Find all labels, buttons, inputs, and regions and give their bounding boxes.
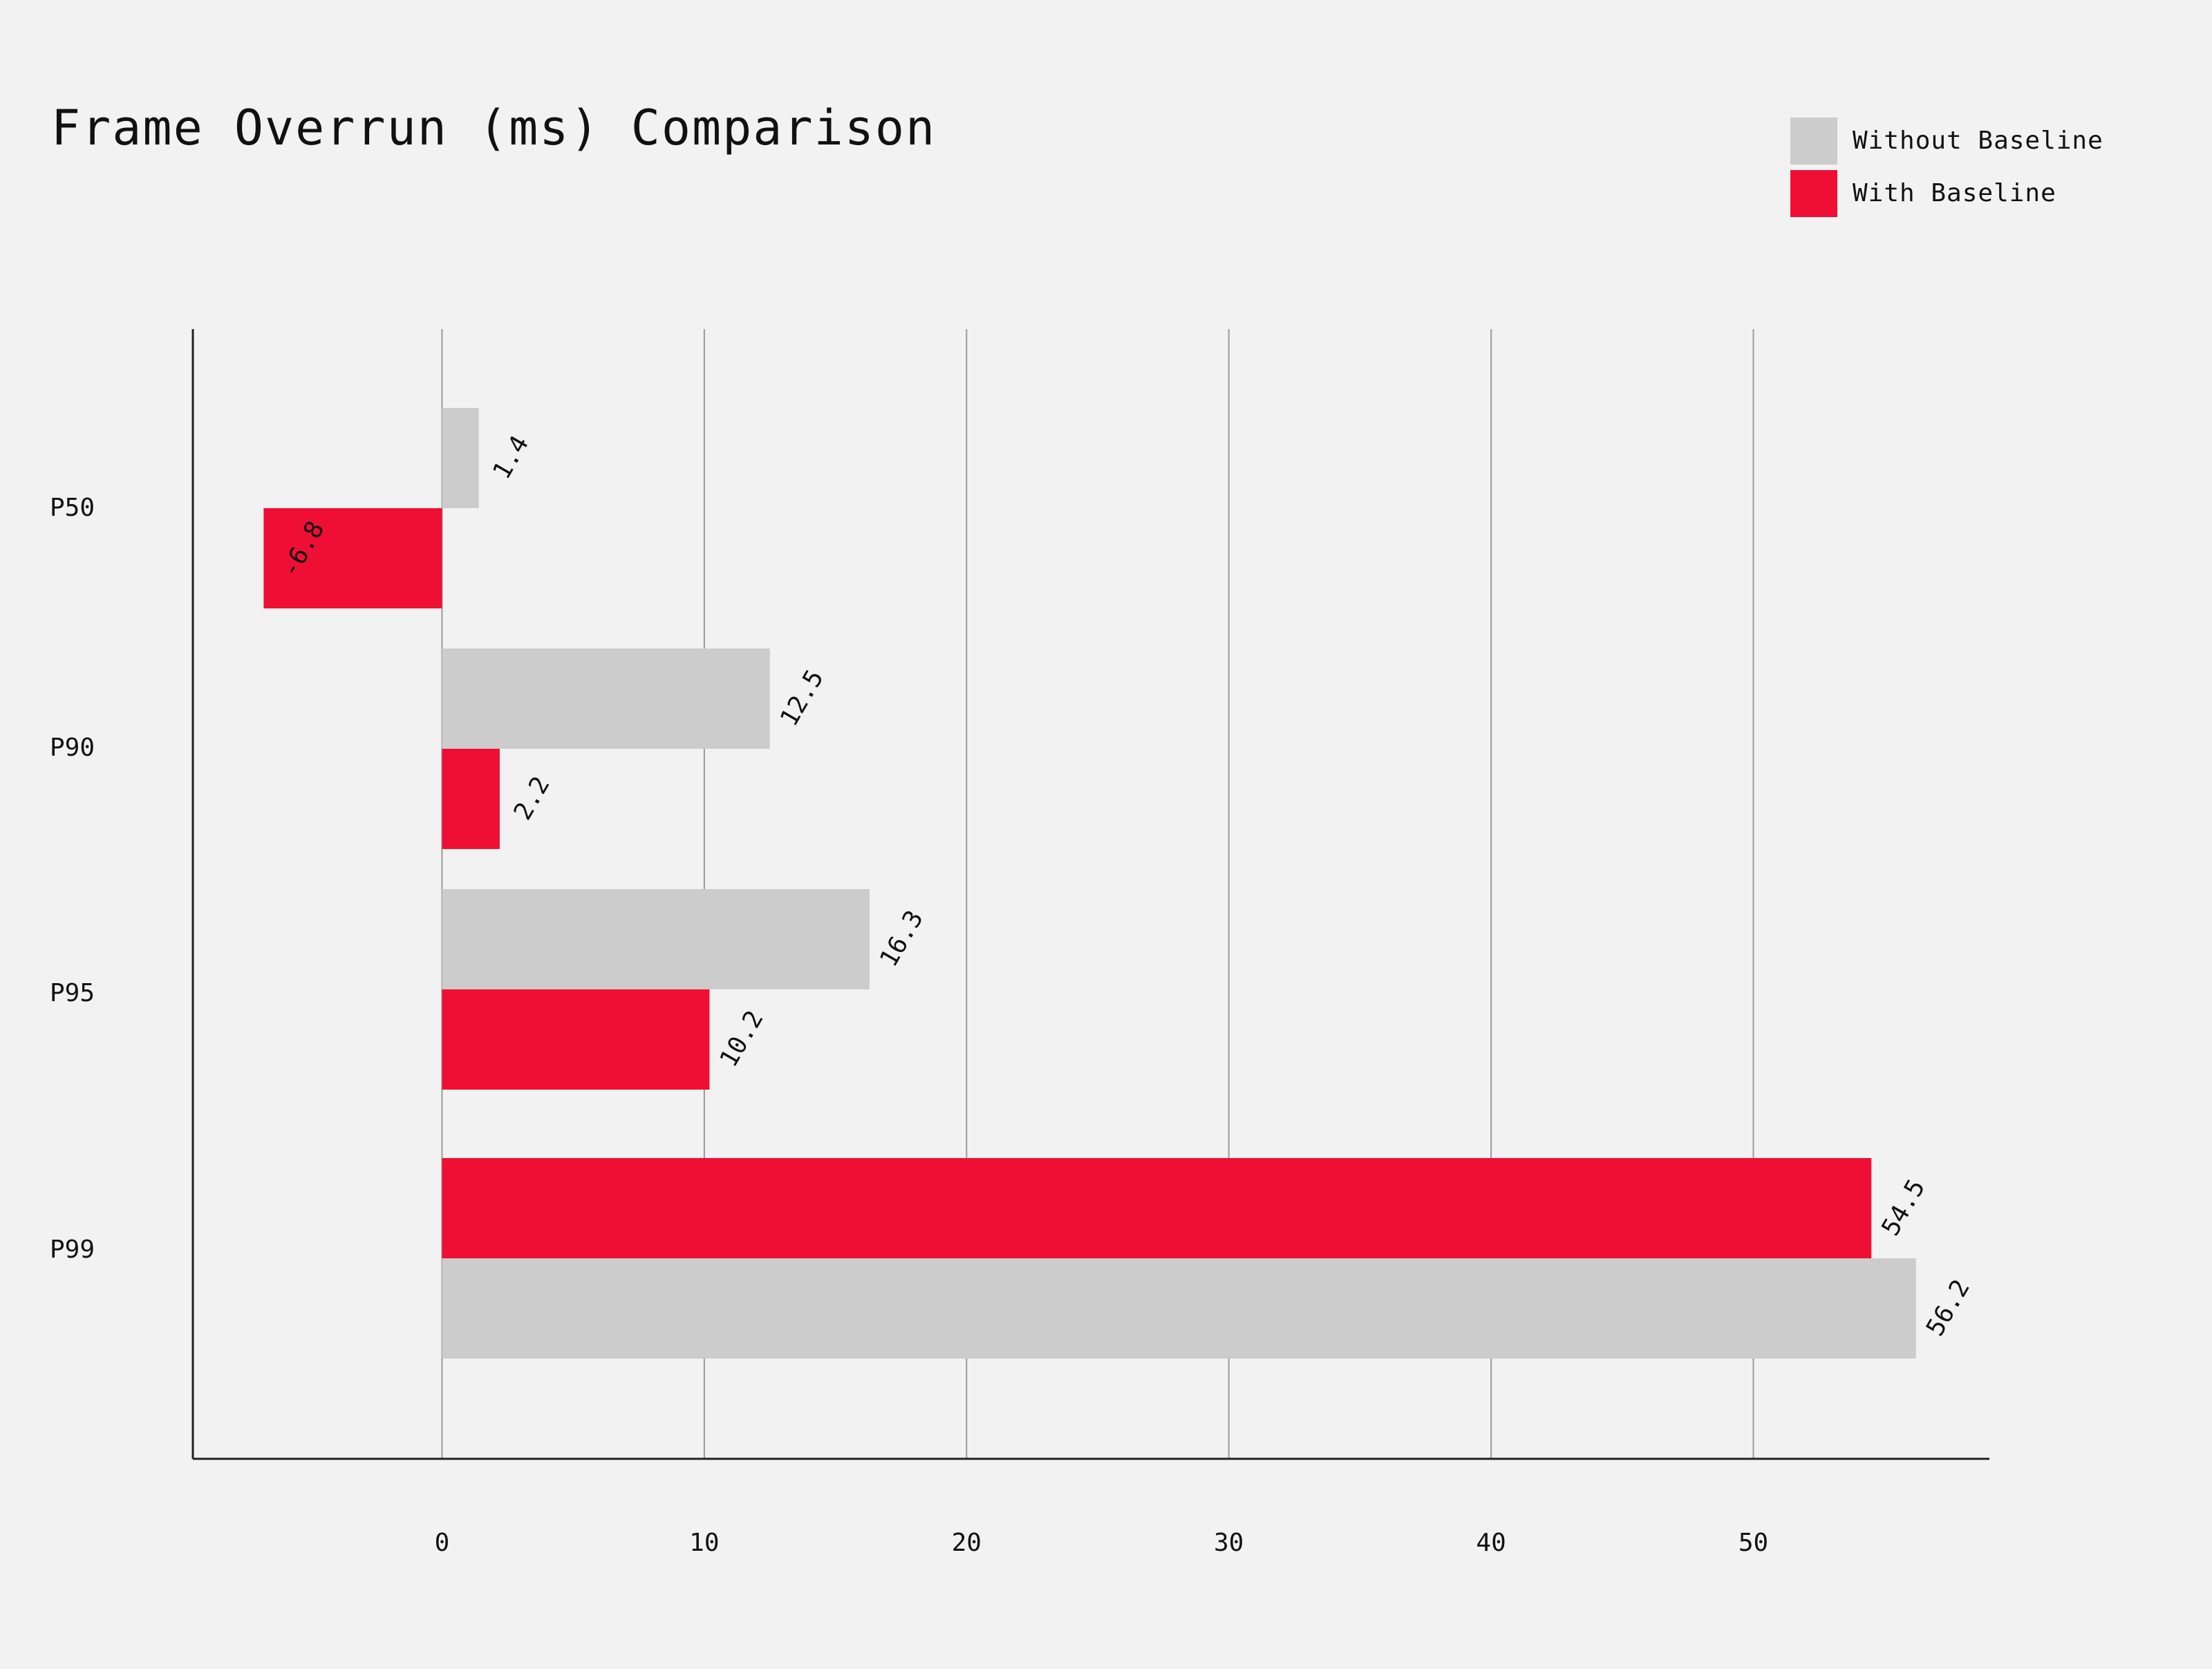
x-tick-label-10: 10 — [689, 1529, 719, 1557]
x-tick-label-20: 20 — [952, 1529, 982, 1557]
labels: 0 10 20 30 40 50P501.4-6.8P9012.52.2P9516.310… — [50, 431, 1976, 1557]
x-tick-label-50: 50 — [1738, 1529, 1768, 1557]
data-label-p95-without-baseline: 16.3 — [874, 906, 929, 972]
x-tick-label-0: 0 — [435, 1529, 450, 1557]
bars — [263, 408, 1916, 1359]
bar-p95-with-baseline — [442, 989, 710, 1090]
axes — [191, 329, 1989, 1460]
y-tick-label-p50: P50 — [50, 494, 95, 522]
bar-p99-without-baseline — [442, 1258, 1916, 1359]
chart-title: Frame Overrun (ms) Comparison — [51, 100, 937, 156]
bar-p95-without-baseline — [442, 889, 870, 989]
data-label-p99-without-baseline: 56.2 — [1921, 1275, 1976, 1341]
data-label-p99-with-baseline: 54.5 — [1877, 1175, 1931, 1241]
legend-swatch-with-baseline — [1790, 170, 1837, 217]
bar-p90-with-baseline — [442, 749, 500, 849]
data-label-p90-with-baseline: 2.2 — [509, 772, 556, 825]
y-tick-label-p99: P99 — [50, 1236, 95, 1264]
data-label-p90-without-baseline: 12.5 — [775, 665, 830, 731]
y-tick-label-p95: P95 — [50, 979, 95, 1007]
data-label-p95-with-baseline: 10.2 — [715, 1006, 769, 1072]
bar-p99-with-baseline — [442, 1158, 1872, 1258]
bar-p50-with-baseline — [263, 508, 442, 608]
bar-p90-without-baseline — [442, 649, 770, 749]
bar-p50-without-baseline — [442, 408, 479, 508]
legend-label-with-baseline: With Baseline — [1853, 179, 2056, 207]
x-tick-label-30: 30 — [1214, 1529, 1244, 1557]
legend-label-without-baseline: Without Baseline — [1853, 127, 2103, 155]
legend-swatch-without-baseline — [1790, 118, 1837, 165]
data-label-p50-without-baseline: 1.4 — [487, 431, 534, 484]
x-tick-label-40: 40 — [1476, 1529, 1506, 1557]
y-tick-label-p90: P90 — [50, 734, 95, 762]
